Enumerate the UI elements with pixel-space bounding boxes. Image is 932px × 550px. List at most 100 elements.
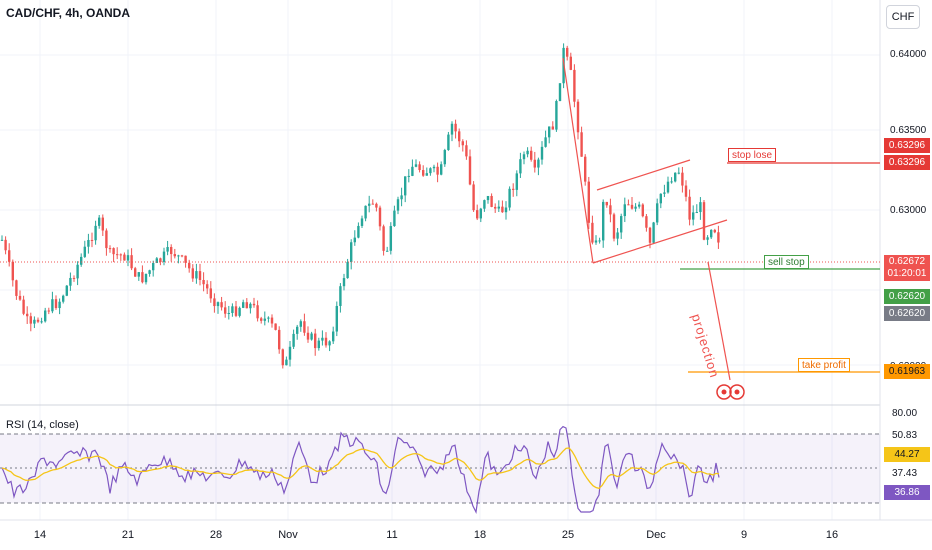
rsi-indicator-title[interactable]: RSI (14, close): [6, 419, 79, 431]
candle-body: [389, 226, 392, 251]
candle-body: [674, 172, 677, 182]
candle-body: [94, 225, 97, 241]
candle-body: [65, 285, 68, 296]
candle-body: [670, 181, 673, 183]
time-label: Nov: [278, 529, 298, 541]
candle-body: [58, 301, 61, 309]
candle-body: [530, 150, 533, 160]
candle-body: [706, 237, 709, 240]
candle-body: [688, 196, 691, 220]
candle-body: [551, 126, 554, 130]
candle-body: [591, 222, 594, 243]
candle-body: [263, 318, 266, 321]
currency-button[interactable]: CHF: [886, 5, 920, 29]
rsi-axis-label: 37.43: [892, 468, 918, 479]
candle-body: [648, 227, 652, 243]
projection-line: [707, 261, 731, 381]
candle-body: [602, 201, 605, 241]
time-label: 11: [386, 529, 398, 541]
candle-body: [281, 349, 284, 366]
candle-body: [569, 56, 572, 70]
candle-body: [393, 210, 396, 227]
time-label: 18: [473, 529, 487, 541]
candle-body: [288, 346, 292, 360]
candle-body: [22, 299, 25, 314]
candle-body: [573, 69, 576, 102]
candle-body: [15, 280, 18, 296]
candle-body: [692, 212, 695, 220]
candle-body: [558, 83, 562, 102]
symbol-title[interactable]: CAD/CHF, 4h, OANDA: [6, 6, 131, 20]
candle-body: [519, 159, 522, 174]
candle-body: [425, 173, 428, 176]
candle-body: [486, 195, 490, 201]
candle-body: [396, 199, 400, 211]
candle-body: [497, 206, 500, 209]
candle-body: [663, 192, 666, 194]
candle-body: [584, 156, 587, 182]
candle-body: [623, 204, 626, 217]
candle-body: [645, 216, 648, 228]
candle-body: [177, 255, 180, 257]
candle-body: [490, 195, 493, 207]
candle-body: [141, 272, 144, 283]
candle-body: [188, 262, 191, 269]
candle-body: [702, 202, 706, 240]
candle-body: [526, 150, 529, 155]
candle-body: [386, 250, 389, 252]
candle-body: [155, 258, 158, 264]
candle-body: [468, 156, 472, 185]
candle-body: [116, 254, 119, 256]
candle-body: [400, 195, 403, 200]
rsi-ma-tag: 44.27: [884, 447, 930, 462]
candle-body: [324, 337, 328, 346]
candle-body: [695, 212, 698, 214]
candle-body: [537, 159, 540, 168]
candle-body: [170, 247, 173, 255]
candle-body: [270, 317, 274, 324]
candle-body: [76, 264, 79, 279]
candle-body: [576, 101, 580, 133]
candle-body: [422, 170, 425, 176]
candle-body: [616, 232, 619, 239]
stop-lose-annotation[interactable]: stop lose: [728, 148, 777, 162]
time-label: 9: [740, 529, 748, 541]
candle-body: [202, 279, 205, 285]
candle-body: [652, 222, 655, 243]
candle-body: [598, 240, 601, 242]
candle-body: [144, 273, 148, 283]
candle-body: [407, 175, 410, 177]
candle-body: [540, 146, 544, 160]
time-label: Dec: [646, 529, 666, 541]
candle-body: [533, 159, 536, 168]
candle-body: [108, 248, 112, 250]
candle-body: [137, 272, 140, 277]
candle-body: [87, 239, 90, 247]
rsi-axis-label: 80.00: [892, 408, 918, 419]
candle-body: [440, 164, 443, 175]
drop-trendline: [562, 57, 594, 264]
candle-body: [364, 205, 367, 219]
candle-body: [44, 310, 47, 322]
candle-body: [659, 193, 662, 204]
candle-body: [609, 205, 612, 215]
take-profit-annotation[interactable]: take profit: [798, 358, 850, 372]
candle-body: [245, 302, 248, 309]
candle-body: [346, 262, 349, 279]
candle-body: [555, 101, 558, 130]
candle-body: [447, 134, 450, 151]
candle-body: [350, 242, 353, 263]
candle-body: [209, 288, 212, 299]
candle-body: [162, 251, 166, 262]
candle-body: [371, 203, 374, 205]
candlestick-series: [0, 43, 720, 369]
candle-body: [418, 164, 421, 171]
candle-body: [314, 333, 317, 349]
sell-stop-annotation[interactable]: sell stop: [764, 255, 809, 269]
rsi-value-tag: 36.86: [884, 485, 930, 500]
candle-body: [717, 232, 720, 243]
candle-body: [368, 203, 371, 206]
candle-body: [206, 284, 209, 289]
candle-body: [666, 181, 670, 193]
